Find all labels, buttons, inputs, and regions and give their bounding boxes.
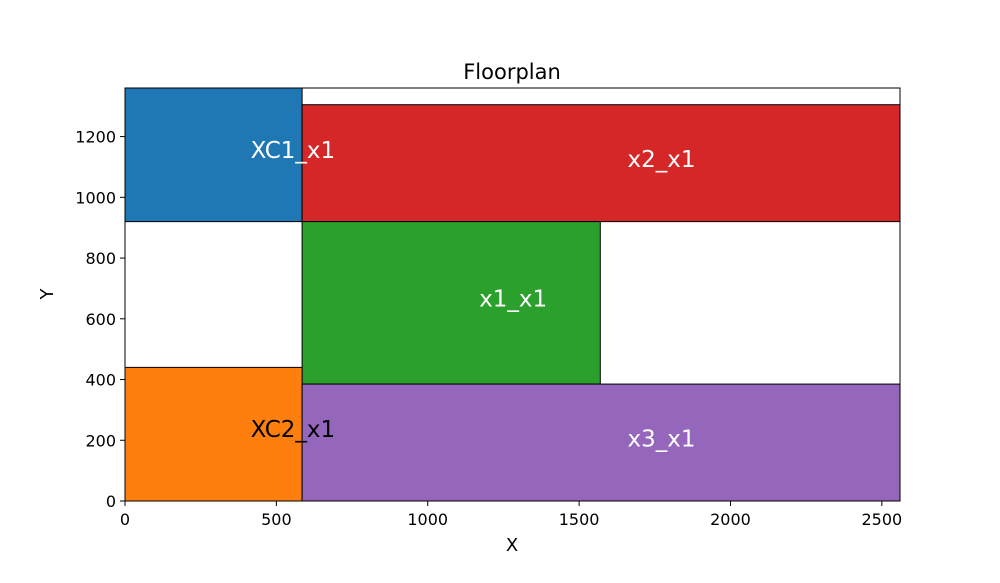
rect-label-XC2_x1: XC2_x1 (251, 417, 336, 443)
x-axis-ticks: 0 500 1000 1500 2000 2500 (120, 501, 902, 529)
x-tick-label: 1500 (559, 510, 600, 529)
y-axis-label: Y (37, 288, 58, 301)
y-tick-label: 1200 (75, 128, 116, 147)
rect-labels-layer: XC1_x1 x2_x1 x1_x1 XC2_x1 x3_x1 (251, 138, 696, 452)
x-tick-label: 0 (120, 510, 130, 529)
x-tick-label: 1000 (407, 510, 448, 529)
x-tick-label: 2500 (861, 510, 902, 529)
x-axis-label: X (506, 535, 518, 556)
y-axis-ticks: 0 200 400 600 800 1000 1200 (75, 128, 125, 511)
rect-x1_x1 (301, 221, 601, 385)
rect-x2_x1 (301, 104, 901, 223)
x-tick-label: 500 (261, 510, 292, 529)
x-tick-label: 2000 (710, 510, 751, 529)
rect-label-x1_x1: x1_x1 (479, 287, 547, 313)
rect-XC2_x1 (124, 366, 303, 502)
plot-area-frame (124, 87, 901, 502)
rect-label-x3_x1: x3_x1 (628, 426, 696, 452)
chart-title: Floorplan (463, 60, 561, 84)
rect-label-XC1_x1: XC1_x1 (251, 138, 336, 164)
rect-label-x2_x1: x2_x1 (628, 147, 696, 173)
rect-x3_x1 (301, 383, 901, 502)
y-tick-label: 600 (85, 310, 116, 329)
rect-XC1_x1 (124, 87, 303, 223)
rects-layer (124, 87, 901, 502)
y-tick-label: 800 (85, 249, 116, 268)
y-tick-label: 200 (85, 431, 116, 450)
y-tick-label: 400 (85, 371, 116, 390)
y-tick-label: 1000 (75, 188, 116, 207)
y-tick-label: 0 (106, 492, 116, 511)
